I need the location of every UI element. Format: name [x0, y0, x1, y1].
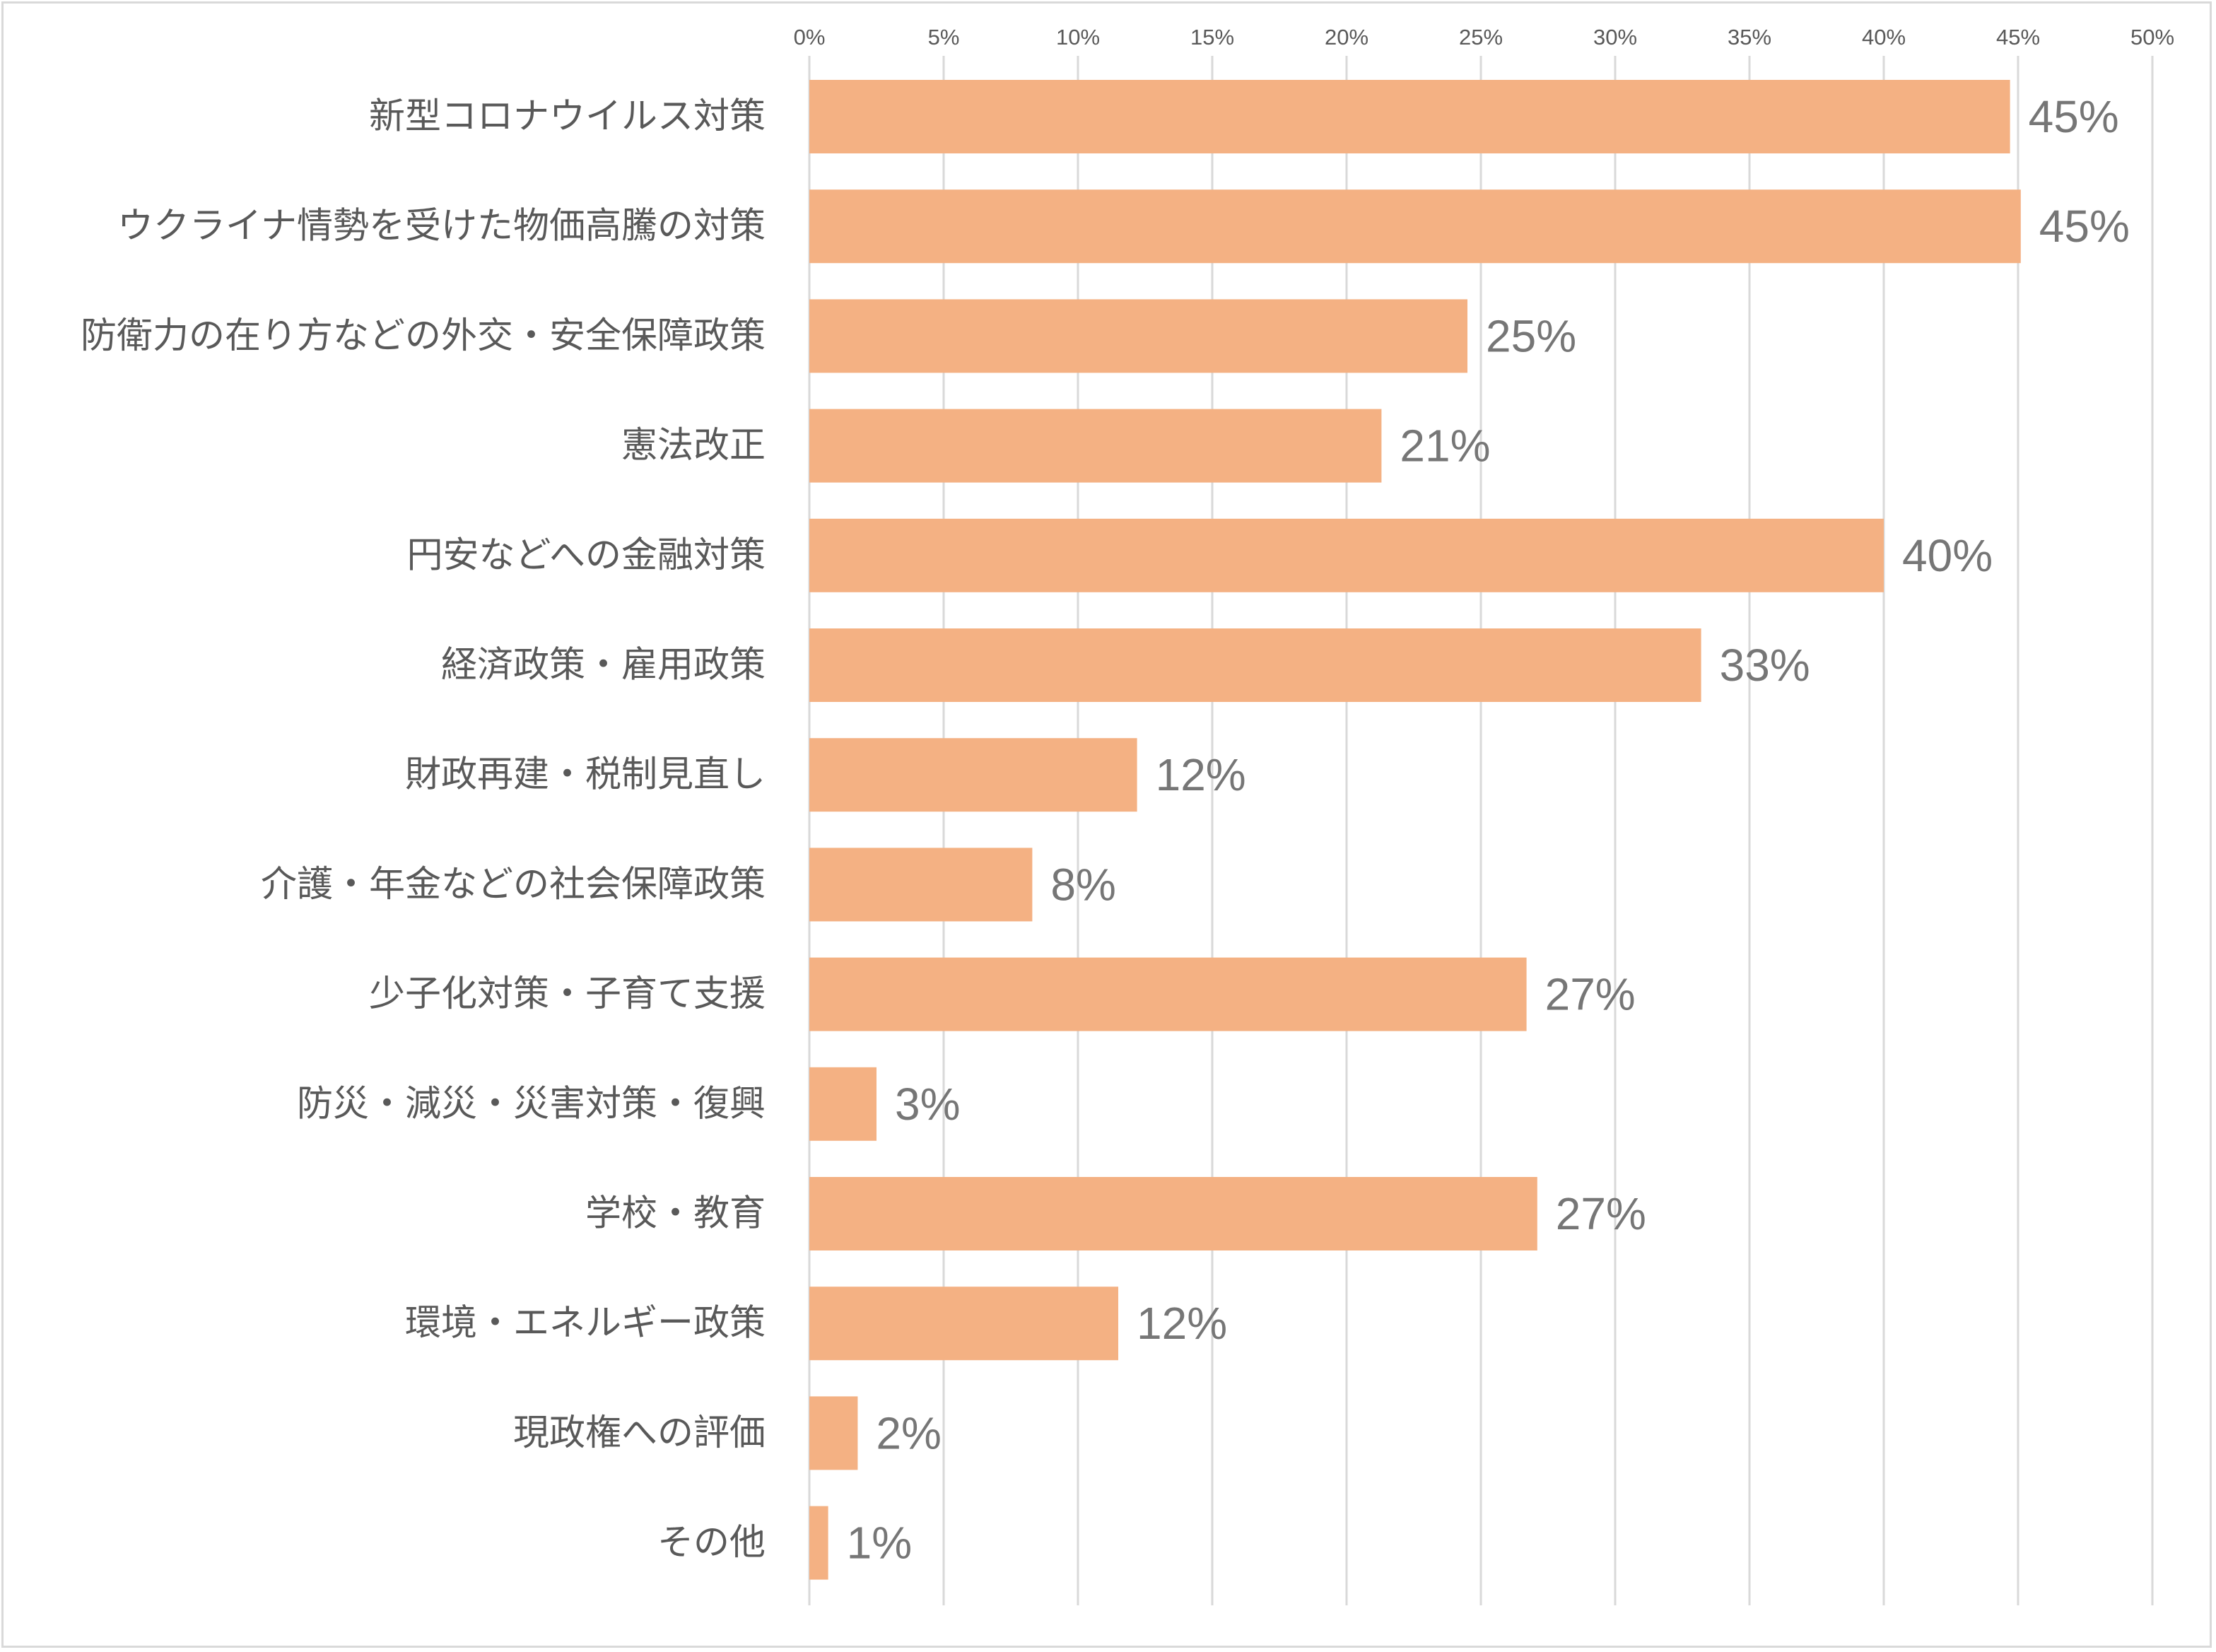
x-tick-label: 0% [794, 25, 826, 49]
bar [809, 628, 1701, 702]
category-label: 現政権への評価 [513, 1412, 766, 1454]
data-label: 2% [876, 1407, 942, 1458]
bar [809, 1177, 1537, 1250]
category-label: 財政再建・税制見直し [405, 754, 766, 796]
x-tick-label: 30% [1593, 25, 1637, 49]
data-label: 12% [1156, 749, 1246, 800]
category-label: ウクライナ情勢を受けた物価高騰の対策 [117, 206, 766, 247]
data-label: 45% [2039, 201, 2130, 252]
category-label: 憲法改正 [621, 425, 766, 467]
bar [809, 957, 1527, 1031]
bar [809, 189, 2021, 264]
category-label: 学校・教育 [585, 1193, 766, 1235]
data-label: 27% [1545, 969, 1636, 1020]
data-label: 8% [1050, 859, 1116, 910]
x-tick-label: 45% [1996, 25, 2040, 49]
category-label: 介護・年金などの社会保障政策 [261, 864, 766, 906]
x-tick-label: 15% [1190, 25, 1234, 49]
data-label: 45% [2029, 91, 2119, 142]
data-label: 40% [1902, 530, 1993, 581]
bar [809, 80, 2010, 153]
category-labels: 新型コロナウイルス対策ウクライナ情勢を受けた物価高騰の対策防衛力の在り方などの外… [81, 96, 766, 1564]
data-labels: 45% 45% 25% 21% 40% 33% 12% 8% 27% 3% 27% 12% 2% 1% [847, 91, 2130, 1569]
bar [809, 848, 1033, 922]
data-label: 25% [1486, 310, 1576, 361]
data-label: 27% [1556, 1188, 1646, 1239]
category-label: その他 [657, 1522, 766, 1564]
bar [809, 409, 1382, 483]
bar [809, 299, 1467, 373]
x-axis-ticks: 0% 5% 10% 15% 20% 25% 30% 35% 40% 45% 50% [794, 25, 2174, 49]
bar [809, 738, 1137, 812]
x-tick-label: 5% [928, 25, 960, 49]
x-tick-label: 25% [1459, 25, 1503, 49]
bar [809, 1396, 858, 1470]
bars [809, 80, 2021, 1580]
x-tick-label: 40% [1862, 25, 1906, 49]
bar [809, 1067, 877, 1141]
x-tick-label: 20% [1325, 25, 1368, 49]
data-label: 12% [1137, 1298, 1227, 1349]
x-tick-label: 10% [1056, 25, 1100, 49]
category-label: 防災・減災・災害対策・復興 [297, 1083, 766, 1125]
bar [809, 1287, 1118, 1361]
category-label: 経済政策・雇用政策 [441, 645, 766, 686]
bar [809, 518, 1884, 592]
data-label: 1% [847, 1518, 913, 1569]
data-label: 3% [895, 1079, 961, 1130]
category-label: 環境・エネルギー政策 [405, 1303, 766, 1345]
category-label: 円安などへの金融対策 [407, 534, 766, 576]
category-label: 少子化対策・子育て支援 [369, 973, 766, 1015]
category-label: 防衛力の在り方などの外交・安全保障政策 [81, 315, 766, 357]
category-label: 新型コロナウイルス対策 [369, 96, 766, 138]
x-tick-label: 50% [2130, 25, 2174, 49]
data-label: 33% [1720, 640, 1810, 691]
bar-chart: 0% 5% 10% 15% 20% 25% 30% 35% 40% 45% 50% 新型コロナウイル… [81, 25, 2174, 1605]
gridlines [808, 56, 2154, 1605]
bar [809, 1506, 828, 1580]
data-label: 21% [1400, 421, 1490, 471]
x-tick-label: 35% [1728, 25, 1771, 49]
